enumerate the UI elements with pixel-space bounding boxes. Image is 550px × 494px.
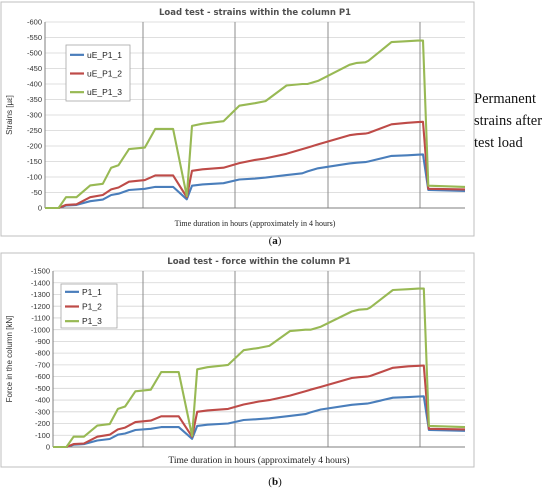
series-line-p1-3 (53, 287, 466, 449)
annotation-line-1: Permanent (474, 91, 537, 107)
series-line-ue-p1-3 (45, 39, 466, 210)
annotation-line-2: strains after (474, 113, 543, 129)
series-line-p1-1 (53, 395, 466, 449)
series-line-ue-p1-1 (45, 153, 466, 210)
y-tick-label: -1200 (31, 302, 50, 311)
y-tick-label: -1500 (31, 267, 50, 276)
y-tick-label: -1000 (31, 325, 50, 334)
y-tick-label: -500 (27, 49, 42, 58)
chart-b: Load test - force within the column P1 -1… (0, 252, 475, 488)
legend-label: P1_1 (82, 287, 102, 297)
chart-title: Load test - force within the column P1 (167, 257, 351, 267)
annotation-line-3: test load (474, 135, 523, 151)
series-line-p1-2 (53, 364, 466, 449)
permanent-strains-annotation: Permanent strains after test load (474, 88, 550, 154)
y-tick-label: -600 (35, 372, 50, 381)
y-tick-label: -900 (35, 337, 50, 346)
y-tick-label: -700 (35, 360, 50, 369)
legend-label: uE_P1_1 (87, 50, 122, 60)
y-tick-label: 0 (46, 443, 50, 452)
y-tick-label: -800 (35, 349, 50, 358)
y-tick-label: -50 (31, 188, 42, 197)
x-axis-label: Time duration in hours (approximately 4 … (168, 455, 349, 466)
chart-title: Load test - strains within the column P1 (159, 8, 351, 18)
x-axis-label: Time duration in hours (approximately in… (175, 219, 336, 228)
y-tick-label: -500 (35, 384, 50, 393)
y-tick-label: -1400 (31, 278, 50, 287)
series-line-ue-p1-2 (45, 120, 466, 210)
figure-caption: (b) (268, 476, 282, 488)
y-tick-label: -350 (27, 95, 42, 104)
y-tick-label: -1100 (31, 314, 50, 323)
y-tick-label: -100 (35, 431, 50, 440)
y-tick-label: -600 (27, 18, 42, 27)
legend-label: uE_P1_3 (87, 87, 122, 97)
y-tick-label: -400 (35, 396, 50, 405)
y-axis-label: Strains [µε] (5, 95, 14, 135)
legend-label: P1_3 (82, 316, 102, 326)
legend: P1_1 P1_2 P1_3 (60, 283, 118, 329)
y-tick-label: -550 (27, 33, 42, 42)
y-tick-label: 0 (38, 204, 42, 213)
figure-caption: (a) (269, 235, 282, 247)
y-axis-label: Force in the column [kN] (5, 316, 14, 403)
y-tick-label: -450 (27, 64, 42, 73)
y-tick-label: -1300 (31, 290, 50, 299)
y-tick-label: -150 (27, 157, 42, 166)
y-tick-label: -250 (27, 126, 42, 135)
y-tick-label: -300 (35, 407, 50, 416)
y-tick-label: -200 (27, 142, 42, 151)
legend: uE_P1_1 uE_P1_2 uE_P1_3 (65, 44, 131, 102)
y-tick-label: -100 (27, 173, 42, 182)
legend-label: P1_2 (82, 302, 102, 312)
y-tick-label: -400 (27, 80, 42, 89)
chart-a: Load test - strains within the column P1… (0, 1, 475, 247)
legend-label: uE_P1_2 (87, 69, 122, 79)
y-tick-label: -200 (35, 419, 50, 428)
y-tick-label: -300 (27, 111, 42, 120)
